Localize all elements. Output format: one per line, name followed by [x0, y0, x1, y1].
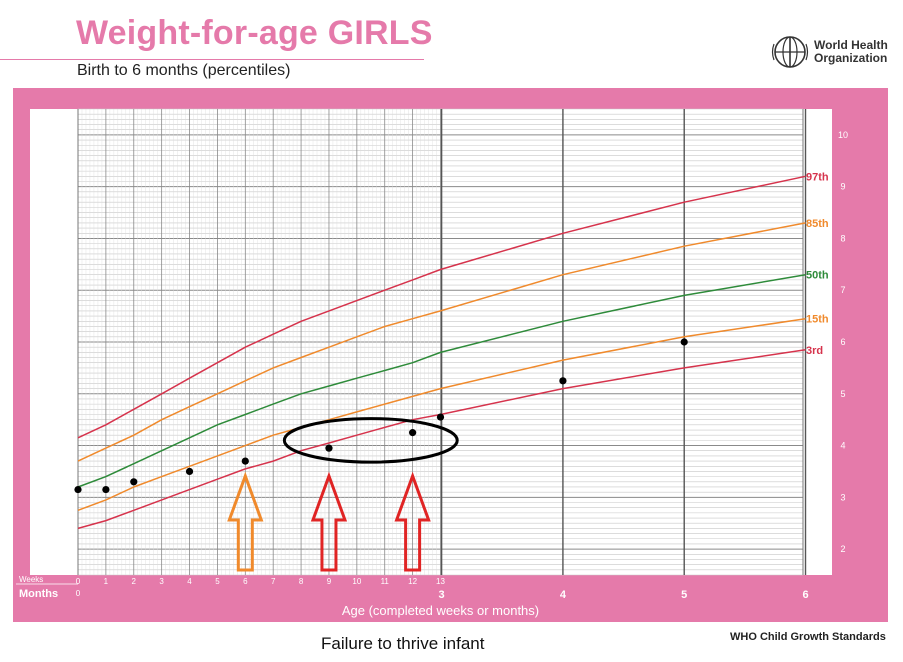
week-tick-label: 3 — [159, 577, 164, 586]
months-row-label: Months — [19, 588, 58, 600]
series-line-85th — [77, 222, 806, 462]
up-arrow-icon — [394, 471, 431, 572]
data-point — [559, 377, 567, 385]
y-tick-label-right: 2 — [840, 544, 845, 554]
who-logo: World Health Organization — [770, 34, 888, 70]
month-tick-label: 3 — [439, 589, 445, 601]
y-tick-label-right: 8 — [840, 233, 845, 243]
data-point — [74, 485, 82, 494]
data-point — [241, 457, 249, 465]
series-label-15th: 15th — [806, 314, 829, 326]
week-tick-label: 2 — [132, 577, 137, 586]
series-line-50th — [77, 273, 806, 488]
y-axis-label: Weight (kg) — [29, 306, 45, 377]
who-emblem-icon — [771, 36, 809, 68]
month-tick-label: 5 — [681, 589, 687, 601]
series-label-97th: 97th — [806, 171, 829, 183]
series-label-85th: 85th — [806, 218, 829, 230]
week-tick-label: 12 — [408, 577, 417, 586]
up-arrow-icon — [227, 471, 264, 572]
week-tick-label: 8 — [299, 577, 304, 586]
y-tick-label-left: 9 — [61, 182, 66, 192]
week-tick-label: 1 — [104, 577, 109, 586]
month-tick-label: 6 — [802, 589, 808, 601]
series-line-3rd — [77, 349, 806, 530]
week-tick-label: 10 — [352, 577, 361, 586]
up-arrow-icon — [310, 471, 348, 572]
y-tick-label-left: 4 — [61, 441, 66, 451]
data-point — [436, 413, 445, 421]
week-tick-label: 6 — [243, 577, 248, 586]
week-tick-label: 0 — [76, 577, 81, 586]
y-tick-label-right: 5 — [840, 389, 845, 399]
y-tick-label-right: 7 — [840, 285, 845, 295]
standards-label: WHO Child Growth Standards — [730, 631, 886, 643]
y-tick-label-left: 3 — [61, 492, 66, 502]
series-label-50th: 50th — [806, 270, 829, 282]
y-tick-label-right: 9 — [840, 182, 845, 192]
y-tick-label-left: 2 — [61, 544, 66, 554]
data-point — [102, 485, 110, 494]
data-point — [130, 478, 138, 486]
month-tick-label-zero: 0 — [76, 589, 81, 598]
y-tick-label-right: 6 — [840, 337, 845, 347]
y-tick-label-left: 5 — [61, 389, 66, 399]
y-tick-label-left: 6 — [61, 337, 66, 347]
who-name-line2: Organization — [814, 51, 888, 65]
week-tick-label: 9 — [327, 577, 332, 586]
month-tick-label: 4 — [560, 589, 567, 601]
week-tick-label: 5 — [215, 577, 220, 586]
page-subtitle: Birth to 6 months (percentiles) — [77, 62, 291, 79]
who-name-line1: World Health — [814, 38, 888, 52]
page-title: Weight-for-age GIRLS — [76, 14, 433, 52]
week-tick-label: 4 — [187, 577, 192, 586]
x-axis-label: Age (completed weeks or months) — [342, 603, 539, 618]
chart-caption: Failure to thrive infant — [321, 634, 485, 653]
y-tick-label-right: 4 — [840, 441, 845, 451]
data-point — [409, 429, 417, 437]
title-underline — [0, 59, 424, 60]
y-tick-label-right: 10 — [838, 130, 848, 140]
week-tick-label: 11 — [381, 577, 390, 586]
highlight-ellipse — [282, 417, 459, 464]
y-tick-label-left: 8 — [61, 233, 66, 243]
week-tick-label: 7 — [271, 577, 276, 586]
data-point — [680, 338, 688, 346]
y-tick-label-left: 7 — [61, 285, 66, 295]
data-point — [185, 467, 194, 476]
series-label-3rd: 3rd — [806, 345, 823, 357]
series-line-97th — [77, 175, 806, 439]
data-point — [325, 444, 333, 452]
weeks-row-label: Weeks — [19, 575, 43, 584]
week-tick-label: 13 — [436, 577, 445, 586]
y-tick-label-right: 3 — [840, 492, 845, 502]
y-tick-label-left: 10 — [59, 130, 69, 140]
